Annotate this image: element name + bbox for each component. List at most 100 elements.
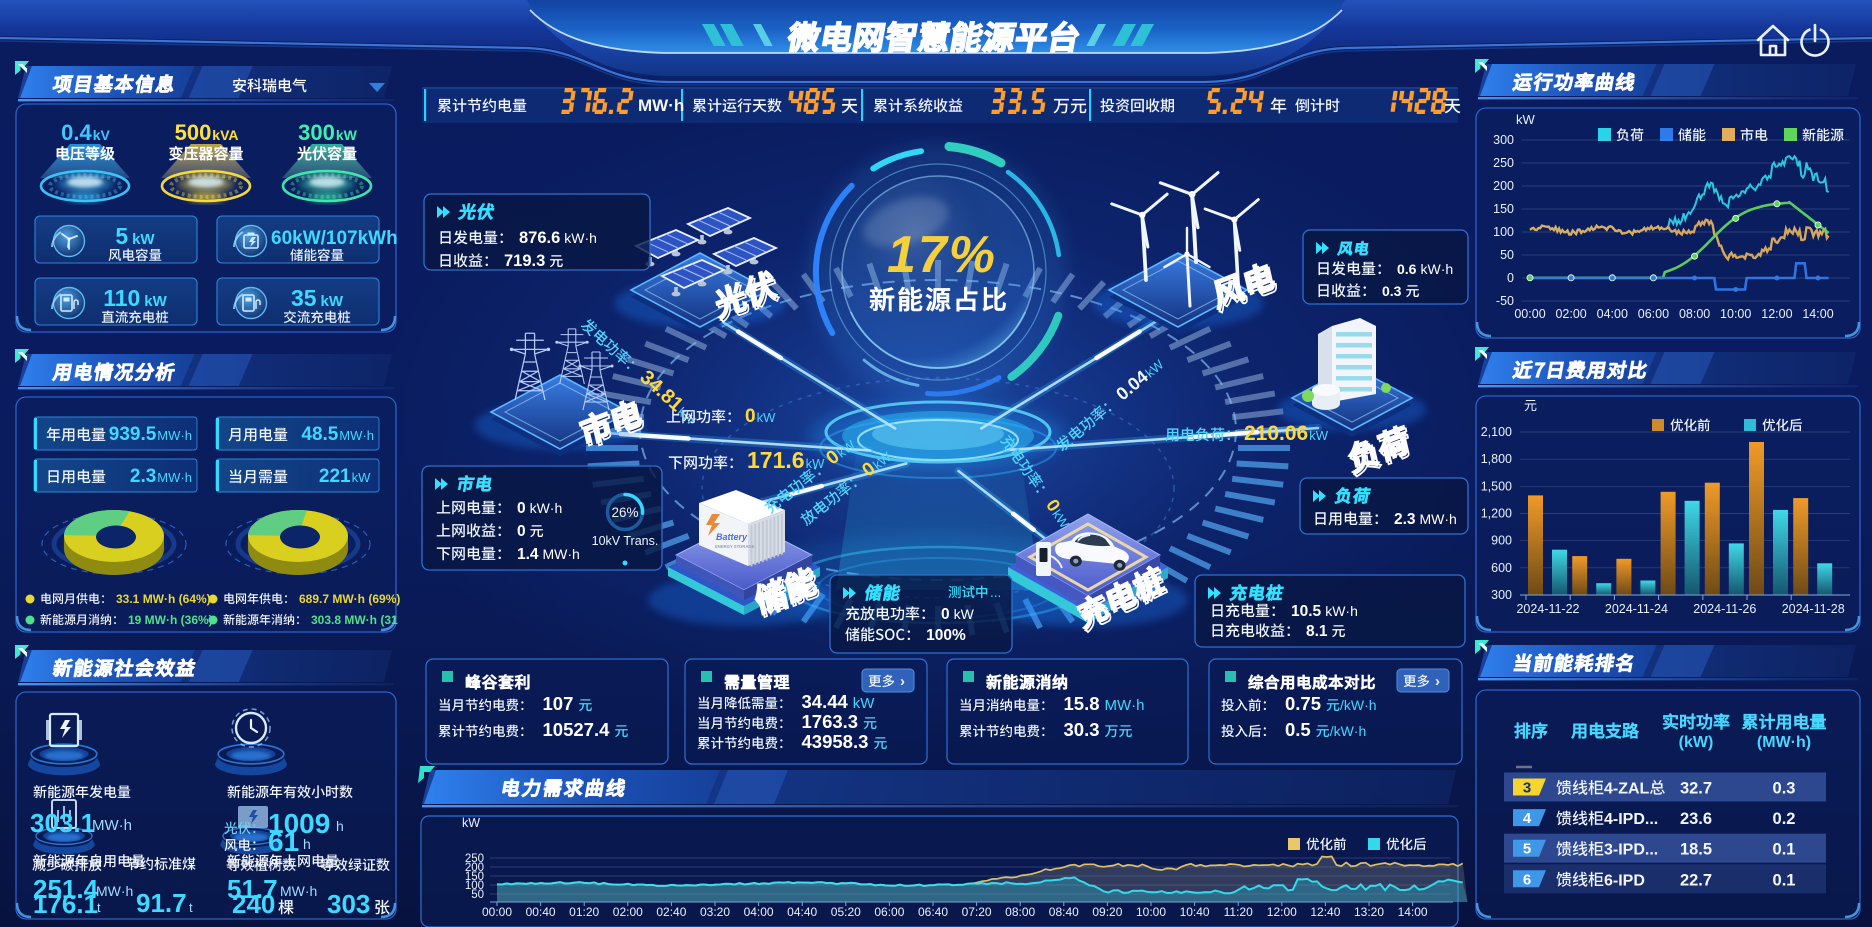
svg-text:04:00: 04:00	[744, 905, 774, 919]
svg-text:0: 0	[745, 406, 756, 427]
svg-text:15.8: 15.8	[1064, 693, 1100, 714]
svg-text:939.5: 939.5	[109, 424, 157, 445]
svg-text:08:40: 08:40	[1049, 905, 1079, 919]
svg-text:91.7: 91.7	[136, 888, 187, 918]
svg-text:4-IPD...: 4-IPD...	[1604, 811, 1658, 828]
svg-text:kW: kW	[144, 293, 167, 310]
svg-text:t: t	[97, 900, 101, 915]
svg-text:05:20: 05:20	[831, 905, 861, 919]
svg-text:1.4: 1.4	[517, 546, 539, 563]
svg-text:kW: kW	[806, 456, 826, 471]
svg-text:2024-11-24: 2024-11-24	[1605, 602, 1668, 616]
svg-text:00:00: 00:00	[482, 905, 512, 919]
svg-text:03:20: 03:20	[700, 905, 730, 919]
svg-text:MW·h: MW·h	[339, 428, 374, 443]
svg-text:22.7: 22.7	[1680, 871, 1712, 889]
svg-text:10:00: 10:00	[1136, 905, 1166, 919]
svg-text:0: 0	[517, 500, 526, 517]
svg-text:Battery: Battery	[716, 532, 748, 542]
svg-text:250: 250	[1493, 156, 1514, 170]
svg-text:0.2: 0.2	[1773, 810, 1796, 828]
svg-text:50: 50	[1500, 248, 1514, 262]
svg-text:3-IPD...: 3-IPD...	[1604, 842, 1658, 859]
svg-text:kW·h: kW·h	[1325, 603, 1358, 619]
svg-text:0.1: 0.1	[1773, 841, 1796, 859]
svg-text:10.5: 10.5	[1291, 603, 1322, 620]
svg-text:303.8 MW·h (31: 303.8 MW·h (31	[311, 613, 398, 627]
svg-text:0.1: 0.1	[1773, 871, 1796, 889]
svg-text:35: 35	[291, 285, 317, 311]
svg-text:h: h	[336, 818, 344, 834]
svg-text:303.1: 303.1	[30, 808, 95, 838]
svg-text:100%: 100%	[926, 627, 966, 644]
svg-text:107: 107	[543, 693, 574, 714]
svg-text:02:40: 02:40	[656, 905, 686, 919]
svg-text:MW·h: MW·h	[1420, 511, 1457, 527]
svg-text:50: 50	[471, 889, 484, 901]
svg-text:t: t	[189, 900, 193, 915]
svg-text:0: 0	[941, 606, 950, 623]
svg-text:02:00: 02:00	[613, 905, 643, 919]
svg-text:11:20: 11:20	[1224, 905, 1253, 919]
svg-text:30.3: 30.3	[1064, 719, 1100, 740]
svg-text:719.3: 719.3	[504, 252, 545, 270]
svg-text:MW·h: MW·h	[157, 470, 192, 485]
svg-text:2024-11-22: 2024-11-22	[1516, 602, 1579, 616]
svg-text:kW: kW	[336, 127, 358, 143]
svg-text:5: 5	[1523, 841, 1531, 858]
svg-text:14:00: 14:00	[1802, 307, 1833, 321]
svg-text:MW·h: MW·h	[92, 817, 132, 834]
svg-text:0.75: 0.75	[1285, 693, 1321, 714]
svg-text:6: 6	[1523, 871, 1531, 888]
svg-text:08:00: 08:00	[1679, 307, 1710, 321]
svg-text:kW: kW	[954, 606, 975, 622]
svg-text:kW·h: kW·h	[564, 230, 597, 246]
svg-text:100: 100	[1493, 225, 1514, 239]
svg-text:14:00: 14:00	[1398, 905, 1428, 919]
svg-text:0.5: 0.5	[1285, 719, 1311, 740]
svg-text:689.7 MW·h (69%): 689.7 MW·h (69%)	[299, 592, 400, 606]
svg-text:300: 300	[1491, 588, 1512, 602]
svg-text:1,200: 1,200	[1481, 507, 1512, 521]
svg-text:...: ...	[990, 585, 1001, 600]
svg-text:1763.3: 1763.3	[802, 711, 859, 732]
svg-text:kW·h: kW·h	[530, 500, 563, 516]
svg-text:kVA: kVA	[212, 127, 238, 143]
svg-text:MW·h: MW·h	[280, 883, 317, 899]
svg-text:›: ›	[1435, 673, 1440, 690]
svg-text:876.6: 876.6	[519, 229, 560, 247]
svg-text:06:40: 06:40	[918, 905, 948, 919]
svg-text:MW·h: MW·h	[1105, 697, 1145, 714]
svg-text:kW: kW	[132, 231, 155, 248]
svg-text:0: 0	[517, 523, 526, 540]
svg-text:10:00: 10:00	[1720, 307, 1751, 321]
svg-text:12:40: 12:40	[1310, 905, 1340, 919]
svg-text:10527.4: 10527.4	[543, 719, 611, 740]
svg-text:240: 240	[232, 889, 275, 919]
svg-text:kW: kW	[352, 470, 372, 485]
svg-text:0.4: 0.4	[61, 120, 92, 145]
svg-text:kW: kW	[853, 695, 876, 712]
svg-text:4-ZAL: 4-ZAL	[1604, 781, 1650, 798]
svg-text:(MW·h): (MW·h)	[1757, 734, 1811, 751]
svg-text:MW·h: MW·h	[543, 546, 580, 562]
svg-text:61: 61	[268, 826, 299, 857]
svg-text:h: h	[303, 836, 311, 852]
svg-text:300: 300	[298, 120, 335, 145]
svg-text:/kW·h: /kW·h	[1330, 723, 1367, 739]
svg-text:12:00: 12:00	[1267, 905, 1297, 919]
svg-text:250: 250	[465, 853, 484, 865]
svg-text:2,100: 2,100	[1481, 425, 1512, 439]
svg-text:200: 200	[465, 862, 484, 874]
svg-text:6-IPD: 6-IPD	[1604, 872, 1645, 889]
svg-text:5: 5	[115, 223, 128, 249]
svg-text:600: 600	[1491, 561, 1512, 575]
svg-text:23.6: 23.6	[1680, 810, 1712, 828]
svg-text:09:20: 09:20	[1092, 905, 1122, 919]
svg-text:kW: kW	[321, 293, 344, 310]
svg-text:221: 221	[319, 466, 351, 487]
svg-text:0.3: 0.3	[1382, 283, 1402, 299]
svg-text:2024-11-28: 2024-11-28	[1782, 602, 1845, 616]
svg-text:60kW/107kWh: 60kW/107kWh	[271, 228, 398, 249]
svg-text:10:40: 10:40	[1180, 905, 1210, 919]
